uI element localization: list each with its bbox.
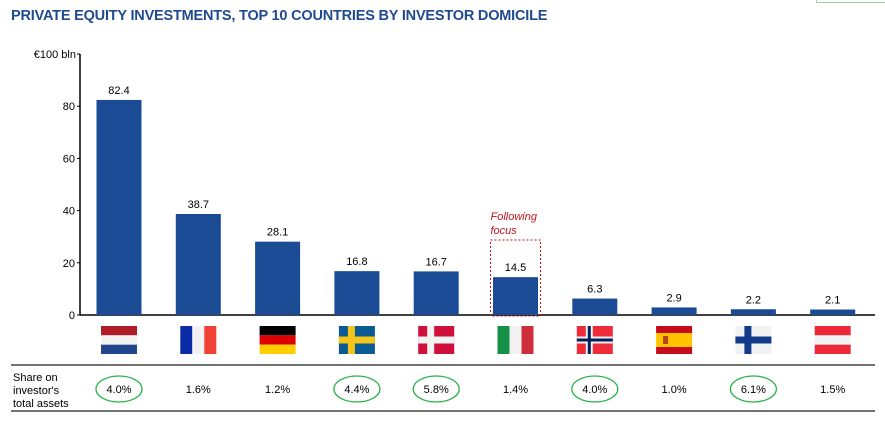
share-value: 6.1% [741, 384, 766, 396]
bar [730, 309, 776, 315]
bar [493, 277, 538, 315]
dk-flag-icon [418, 326, 455, 354]
bar-value-label: 16.8 [346, 256, 367, 268]
bar-value-label: 28.1 [267, 227, 288, 239]
share-value: 4.4% [344, 384, 369, 396]
bar [96, 99, 142, 315]
share-value: 1.4% [503, 384, 528, 396]
share-value: 1.5% [820, 384, 845, 396]
corner-frame [816, 0, 885, 3]
bar [413, 271, 459, 315]
share-value: 4.0% [106, 384, 131, 396]
es-flag-icon [656, 326, 693, 354]
se-flag-icon [338, 326, 375, 354]
highlight-circle [729, 375, 778, 403]
annotation-label: focus [491, 225, 518, 237]
share-value: 1.6% [186, 384, 211, 396]
share-value: 5.8% [424, 384, 449, 396]
bar [334, 271, 380, 315]
y-axis-label: €100 bln [34, 49, 76, 61]
fi-flag-icon [735, 326, 772, 354]
highlight-circle [95, 375, 143, 403]
bar [810, 309, 856, 315]
share-value: 1.2% [265, 384, 290, 396]
bar-value-label: 2.1 [825, 295, 840, 307]
highlight-circle [571, 375, 619, 403]
chart-title: PRIVATE EQUITY INVESTMENTS, TOP 10 COUNT… [11, 8, 548, 24]
share-value: 4.0% [582, 384, 607, 396]
bar [651, 307, 697, 315]
bar-value-label: 16.7 [425, 256, 446, 268]
y-tick-label: 60 [63, 153, 75, 165]
highlight-circle [412, 375, 460, 403]
fr-flag-icon [180, 326, 217, 354]
bar-value-label: 38.7 [188, 199, 209, 211]
bar [255, 241, 301, 315]
y-tick-label: 20 [63, 258, 75, 270]
share-value: 1.0% [662, 384, 687, 396]
de-flag-icon [259, 326, 296, 354]
no-flag-icon [576, 326, 613, 354]
bar-value-label: 82.4 [108, 85, 129, 97]
y-tick-label: 40 [63, 206, 75, 218]
bar [572, 298, 618, 315]
table-row-label: investor's [13, 385, 60, 397]
focus-highlight-box [490, 239, 541, 317]
bar [175, 213, 221, 315]
bar-value-label: 2.2 [746, 294, 761, 306]
it-flag-icon [497, 326, 534, 354]
y-tick-label: 0 [69, 310, 75, 322]
bar-value-label: 6.3 [587, 284, 602, 296]
table-row-label: total assets [13, 398, 69, 410]
nl-flag-icon [101, 326, 137, 354]
y-tick-label: 80 [63, 101, 75, 113]
annotation-label: Following [491, 211, 538, 223]
at-flag-icon [814, 326, 851, 354]
highlight-circle [333, 375, 381, 403]
bar-value-label: 14.5 [505, 262, 526, 274]
table-row-label: Share on [13, 372, 58, 384]
bar-value-label: 2.9 [666, 292, 681, 304]
